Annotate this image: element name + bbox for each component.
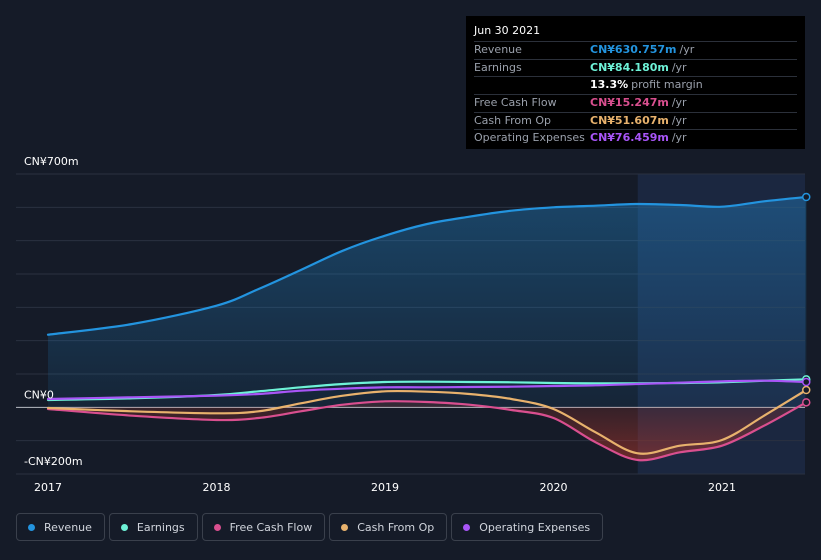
- y-tick-label: CN¥700m: [24, 155, 79, 168]
- legend-dot-icon: [120, 523, 128, 531]
- tooltip-row-value: CN¥51.607m: [590, 113, 669, 127]
- tooltip-panel: Jun 30 2021 Revenue CN¥630.757m/yr Earning…: [466, 16, 805, 149]
- tooltip-row-unit: /yr: [671, 96, 687, 110]
- y-tick-label: -CN¥200m: [24, 455, 83, 468]
- free-cash-flow-line: [46, 400, 808, 462]
- legend-label: Revenue: [44, 520, 92, 534]
- legend-dot-icon: [341, 523, 349, 531]
- tooltip-row-label: Revenue: [474, 43, 522, 56]
- operating-expenses-end-point: [802, 377, 811, 387]
- legend-dot-icon: [463, 523, 471, 531]
- tooltip-date: Jun 30 2021: [474, 24, 541, 37]
- tooltip-row-label: Cash From Op: [474, 113, 552, 127]
- tooltip-row: Free Cash Flow CN¥15.247m/yr: [474, 94, 797, 112]
- tooltip-row-label: Earnings: [474, 60, 522, 74]
- legend-label: Operating Expenses: [479, 520, 591, 534]
- legend-item-earnings[interactable]: Earnings: [108, 513, 198, 541]
- operating-expenses-line: [46, 379, 808, 401]
- revenue-end-point: [802, 192, 811, 202]
- tooltip-row: 13.3% profit margin: [474, 76, 797, 94]
- legend-label: Earnings: [136, 520, 185, 534]
- legend-item-cash-from-op[interactable]: Cash From Op: [329, 513, 448, 541]
- tooltip-row-unit: /yr: [671, 131, 687, 145]
- x-tick-label: 2021: [708, 481, 736, 494]
- cash-from-op-end-point: [802, 385, 811, 395]
- tooltip-row-unit: /yr: [679, 43, 695, 56]
- tooltip-row: Revenue CN¥630.757m/yr: [474, 41, 797, 59]
- tooltip-row: Cash From Op CN¥51.607m/yr: [474, 111, 797, 130]
- x-tick-label: 2019: [371, 481, 399, 494]
- tooltip-row-label: Free Cash Flow: [474, 96, 557, 110]
- tooltip-row-value: 13.3%: [590, 78, 629, 92]
- tooltip-row-value: CN¥76.459m: [590, 131, 669, 145]
- tooltip-row-unit: profit margin: [631, 78, 703, 92]
- legend: Revenue Earnings Free Cash Flow Cash From O…: [16, 513, 604, 541]
- legend-dot-icon: [28, 523, 35, 531]
- tooltip-row-value: CN¥84.180m: [590, 60, 669, 74]
- tooltip-row-unit: /yr: [671, 113, 687, 127]
- tooltip-row: Earnings CN¥84.180m/yr: [474, 58, 797, 77]
- cash-from-op-line: [46, 388, 808, 455]
- tooltip-row: Operating Expenses CN¥76.459m/yr: [474, 129, 797, 147]
- free-cash-flow-end-point: [802, 398, 811, 407]
- legend-item-revenue[interactable]: Revenue: [16, 513, 105, 541]
- tooltip-row-value: CN¥15.247m: [590, 96, 669, 110]
- y-tick-label: CN¥0: [24, 388, 54, 401]
- x-tick-label: 2017: [34, 481, 62, 494]
- legend-item-free-cash-flow[interactable]: Free Cash Flow: [201, 513, 326, 541]
- tooltip-row-label: [474, 77, 590, 94]
- revenue-line: [46, 195, 808, 336]
- legend-label: Cash From Op: [357, 520, 435, 534]
- legend-item-operating-expenses[interactable]: Operating Expenses: [451, 513, 604, 541]
- tooltip-row-label: Operating Expenses: [474, 131, 585, 145]
- legend-dot-icon: [213, 523, 221, 531]
- tooltip-row-value: CN¥630.757m: [590, 43, 677, 56]
- tooltip-row-unit: /yr: [671, 60, 687, 74]
- legend-label: Free Cash Flow: [229, 520, 313, 534]
- x-tick-label: 2018: [203, 481, 231, 494]
- revenue-area: [48, 197, 807, 408]
- x-tick-label: 2020: [540, 481, 568, 494]
